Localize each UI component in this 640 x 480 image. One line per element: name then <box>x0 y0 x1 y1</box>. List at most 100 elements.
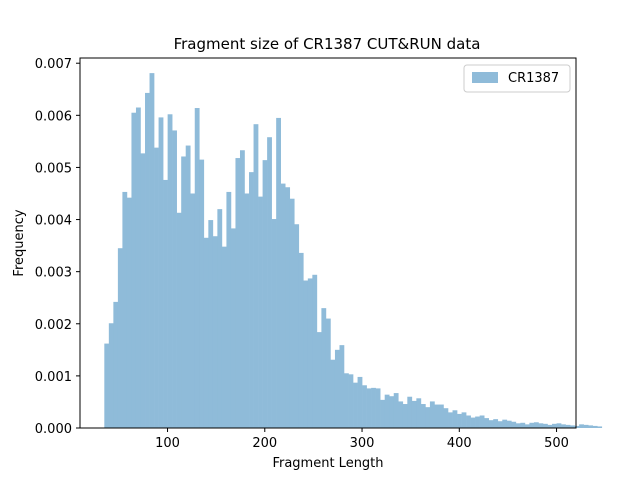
histogram-bar <box>402 404 408 428</box>
legend-swatch <box>472 72 498 83</box>
histogram-bar <box>316 332 322 428</box>
histogram-bar <box>538 423 544 428</box>
y-axis-label: Frequency <box>12 209 27 276</box>
histogram-bar <box>371 387 376 428</box>
histogram-bar <box>448 412 453 428</box>
histogram-bar <box>429 401 435 428</box>
histogram-bar <box>253 124 259 428</box>
histogram-bar <box>552 423 557 428</box>
histogram-bar <box>570 425 575 428</box>
histogram-bar <box>574 425 580 428</box>
histogram-bar <box>221 246 227 428</box>
histogram-bar <box>108 323 114 428</box>
histogram-bar <box>149 73 155 429</box>
histogram-bar <box>407 396 413 428</box>
histogram-bar <box>298 252 304 428</box>
histogram-bar <box>533 422 539 428</box>
histogram-bar <box>353 382 358 428</box>
histogram-bar <box>362 385 367 428</box>
histogram-bar <box>438 404 444 428</box>
histogram-bar <box>420 404 426 428</box>
histogram-bar <box>343 373 349 428</box>
histogram-bar <box>208 220 214 428</box>
histogram-bar <box>389 396 395 428</box>
y-tick-label: 0.006 <box>35 109 72 124</box>
x-tick-label: 200 <box>252 436 277 451</box>
histogram-bar <box>597 426 603 428</box>
histogram-bar <box>579 424 584 428</box>
histogram-bar <box>212 236 218 428</box>
histogram-bar <box>244 193 250 428</box>
histogram-bar <box>271 219 277 428</box>
histogram-bar <box>312 274 318 428</box>
histogram-bar <box>140 153 146 428</box>
legend: CR1387 <box>463 64 571 93</box>
histogram-bar <box>502 419 508 428</box>
histogram-bar <box>384 394 390 428</box>
histogram-bar <box>398 401 404 428</box>
histogram-bar <box>520 422 526 428</box>
x-tick-label: 100 <box>155 436 180 451</box>
plot-area-frame <box>79 57 577 429</box>
histogram-bar <box>307 278 313 428</box>
histogram-bar <box>357 376 363 428</box>
histogram-bar <box>425 407 431 428</box>
histogram-bar <box>145 92 150 428</box>
histogram-bar <box>135 107 141 428</box>
histogram-bar <box>393 393 399 428</box>
histogram-bar <box>565 424 571 428</box>
x-axis-ticks: 100 200 300 400 500 <box>155 428 569 451</box>
histogram-bar <box>122 191 128 428</box>
histogram-bar <box>542 423 548 428</box>
histogram-bar <box>249 172 254 428</box>
histogram-bar <box>117 248 123 428</box>
histogram-bar <box>461 412 467 428</box>
histogram-bar <box>113 301 119 428</box>
histogram-bar <box>280 183 286 428</box>
histogram-bar <box>158 117 164 428</box>
y-tick-label: 0.000 <box>35 422 72 437</box>
histogram-bar <box>416 398 422 428</box>
x-tick-label: 400 <box>447 436 472 451</box>
histogram-bar <box>217 209 223 428</box>
histogram-bar <box>289 198 295 428</box>
histogram-bar <box>457 413 462 428</box>
histogram-bar <box>285 187 291 428</box>
histogram-bar <box>479 415 485 428</box>
histogram-bar <box>176 212 182 428</box>
chart-title: Fragment size of CR1387 CUT&RUN data <box>174 35 481 53</box>
histogram-bar <box>592 425 598 428</box>
histogram-bar <box>488 420 494 428</box>
histogram-bar <box>230 228 236 428</box>
histogram-bar <box>190 193 196 428</box>
histogram-bar <box>239 150 245 428</box>
histogram-bar <box>258 196 263 428</box>
histogram-bar <box>126 197 132 428</box>
histogram-bar <box>303 280 309 428</box>
histogram-bar <box>524 424 530 428</box>
histogram-bar <box>262 160 268 428</box>
y-tick-label: 0.002 <box>35 318 72 333</box>
histogram-bar <box>583 424 589 428</box>
histogram-bar <box>226 191 232 428</box>
histogram-bar <box>497 421 503 428</box>
histogram-bar <box>181 156 187 428</box>
histogram-bar <box>470 417 476 428</box>
y-axis-ticks: 0.000 0.001 0.002 0.003 0.004 0.005 0.006 0.007 <box>35 57 80 437</box>
legend-label: CR1387 <box>508 71 559 86</box>
histogram-bar <box>561 424 566 428</box>
histogram-bar <box>203 237 209 428</box>
x-tick-label: 500 <box>544 436 569 451</box>
histogram-bar <box>588 425 594 428</box>
histogram-bar <box>325 318 331 428</box>
histogram-bar <box>330 359 336 428</box>
histogram-bar <box>434 404 440 428</box>
histogram-bar <box>547 424 553 428</box>
y-tick-label: 0.003 <box>35 266 72 281</box>
histogram-bar <box>348 374 354 428</box>
histogram-bar <box>194 108 200 428</box>
histogram-bar <box>556 423 562 428</box>
histogram-bar <box>375 388 381 428</box>
histogram-bar <box>529 422 535 428</box>
